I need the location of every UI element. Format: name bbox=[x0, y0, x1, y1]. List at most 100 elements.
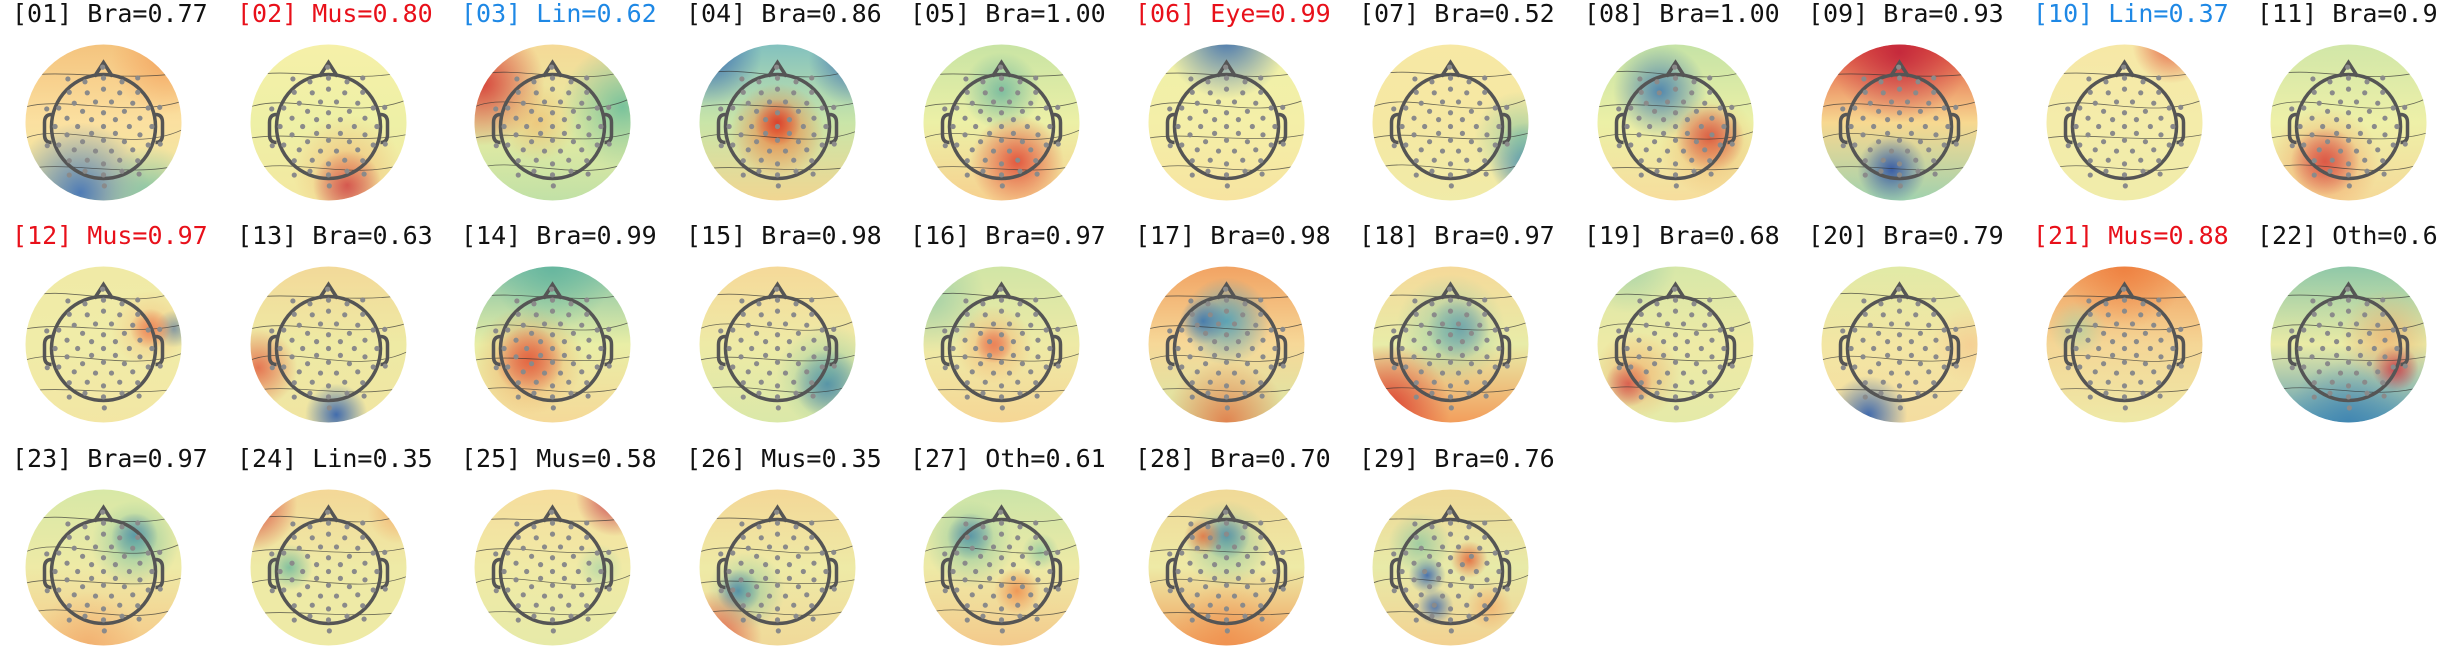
electrode-dot bbox=[1268, 364, 1274, 370]
electrode-dot bbox=[100, 555, 107, 561]
electrode-dot bbox=[2158, 354, 2164, 360]
electrode-dot bbox=[1207, 157, 1213, 163]
electrode-dot bbox=[1915, 79, 1921, 85]
component-cell: [04] Bra=0.86 bbox=[686, 0, 911, 222]
electrode-dot bbox=[1717, 142, 1723, 148]
electrode-dot bbox=[998, 617, 1005, 623]
electrode-dot bbox=[313, 352, 320, 358]
electrode-dot bbox=[1280, 549, 1286, 555]
electrode-dot bbox=[66, 603, 72, 609]
component-class-score: Bra=1.00 bbox=[985, 0, 1106, 28]
electrode-dot bbox=[1447, 75, 1454, 81]
electrode-dot bbox=[762, 352, 769, 358]
electrode-dot bbox=[1484, 132, 1490, 138]
electrode-dot bbox=[119, 79, 125, 85]
electrode-dot bbox=[998, 520, 1005, 526]
electrode-dot bbox=[2109, 352, 2116, 358]
electrode-dot bbox=[2121, 359, 2128, 365]
ear-outline bbox=[1502, 112, 1512, 145]
component-class-score: Eye=0.99 bbox=[1210, 0, 1331, 28]
electrode-dot bbox=[1412, 521, 1418, 527]
component-gap bbox=[1419, 444, 1434, 473]
component-class-score: Bra=0.97 bbox=[985, 221, 1106, 250]
head-outline bbox=[2070, 72, 2179, 181]
electrode-dot bbox=[300, 568, 306, 575]
electrode-dot bbox=[942, 588, 948, 594]
electrode-dot bbox=[1224, 405, 1230, 411]
electrode-dot bbox=[2065, 328, 2071, 334]
electrode-dot bbox=[730, 105, 736, 111]
electrode-dot bbox=[88, 562, 95, 568]
electrode-dot bbox=[326, 628, 332, 634]
electrode-dot bbox=[549, 286, 555, 292]
electrode-dot bbox=[325, 359, 332, 365]
electrode-dot bbox=[1917, 361, 1924, 367]
electrode-dot bbox=[1931, 311, 1937, 317]
electrode-dot bbox=[1429, 301, 1435, 307]
electrode-dot bbox=[501, 123, 507, 130]
electrode-dot bbox=[1439, 593, 1446, 599]
electrode-dot bbox=[1447, 286, 1453, 292]
electrode-dot bbox=[2151, 369, 2157, 375]
component-cell: [26] Mus=0.35 bbox=[686, 445, 911, 667]
electrode-dot bbox=[1431, 535, 1437, 541]
electrode-dot bbox=[1223, 359, 1230, 365]
electrode-dot bbox=[1931, 75, 1937, 81]
electrode-dot bbox=[800, 123, 806, 130]
electrode-dot bbox=[325, 394, 332, 400]
electrode-dot bbox=[382, 586, 388, 592]
electrode-dot bbox=[100, 394, 107, 400]
electrode-dot bbox=[2366, 108, 2373, 114]
component-class-score: Oth=0.61 bbox=[985, 444, 1106, 473]
component-index: [13] bbox=[237, 221, 298, 250]
electrode-dot bbox=[1656, 157, 1662, 163]
electrode-dot bbox=[520, 369, 526, 375]
component-index: [06] bbox=[1135, 0, 1196, 28]
electrode-dot bbox=[531, 390, 537, 396]
electrode-dot bbox=[1244, 108, 1251, 114]
component-gap bbox=[72, 0, 87, 28]
electrode-dot bbox=[1280, 104, 1286, 110]
electrode-dot bbox=[998, 75, 1005, 81]
electrode-dot bbox=[2311, 311, 2317, 317]
component-class-score: Bra=0.98 bbox=[761, 221, 882, 250]
electrode-dot bbox=[1429, 79, 1435, 85]
electrode-dot bbox=[296, 369, 302, 375]
electrode-dot bbox=[594, 587, 600, 593]
component-index: [03] bbox=[461, 0, 522, 28]
electrode-dot bbox=[291, 394, 297, 400]
electrode-dot bbox=[774, 509, 780, 515]
head-outline bbox=[723, 517, 832, 626]
electrode-dot bbox=[819, 587, 825, 593]
electrode-dot bbox=[740, 534, 746, 540]
electrode-dot bbox=[942, 106, 948, 112]
ear-outline bbox=[267, 334, 277, 367]
electrode-dot bbox=[568, 390, 574, 396]
electrode-dot bbox=[1035, 577, 1041, 583]
electrode-dot bbox=[1878, 79, 1884, 85]
electrode-dot bbox=[157, 141, 163, 147]
electrode-dot bbox=[137, 132, 143, 138]
electrode-dot bbox=[370, 327, 376, 333]
electrode-dot bbox=[300, 345, 306, 352]
component-gap bbox=[1868, 221, 1883, 250]
electrode-dot bbox=[1468, 108, 1475, 114]
electrode-dot bbox=[1223, 383, 1230, 389]
electrode-dot bbox=[1729, 104, 1735, 110]
electrode-dot bbox=[1249, 123, 1255, 130]
electrode-dot bbox=[998, 531, 1005, 537]
electrode-dot bbox=[309, 379, 315, 385]
electrode-dot bbox=[2065, 365, 2071, 371]
electrode-dot bbox=[1897, 405, 1903, 411]
electrode-dot bbox=[64, 337, 70, 343]
electrode-dot bbox=[804, 545, 810, 551]
electrode-dot bbox=[1484, 115, 1490, 121]
component-cell: [08] Bra=1.00 bbox=[1584, 0, 1809, 222]
electrode-dot bbox=[1019, 553, 1026, 559]
electrode-dot bbox=[1015, 535, 1021, 541]
electrode-dot bbox=[1179, 550, 1185, 556]
electrode-dot bbox=[2345, 172, 2352, 178]
electrode-dot bbox=[775, 183, 781, 189]
electrode-dot bbox=[135, 520, 141, 526]
electrode-dot bbox=[1223, 555, 1230, 561]
